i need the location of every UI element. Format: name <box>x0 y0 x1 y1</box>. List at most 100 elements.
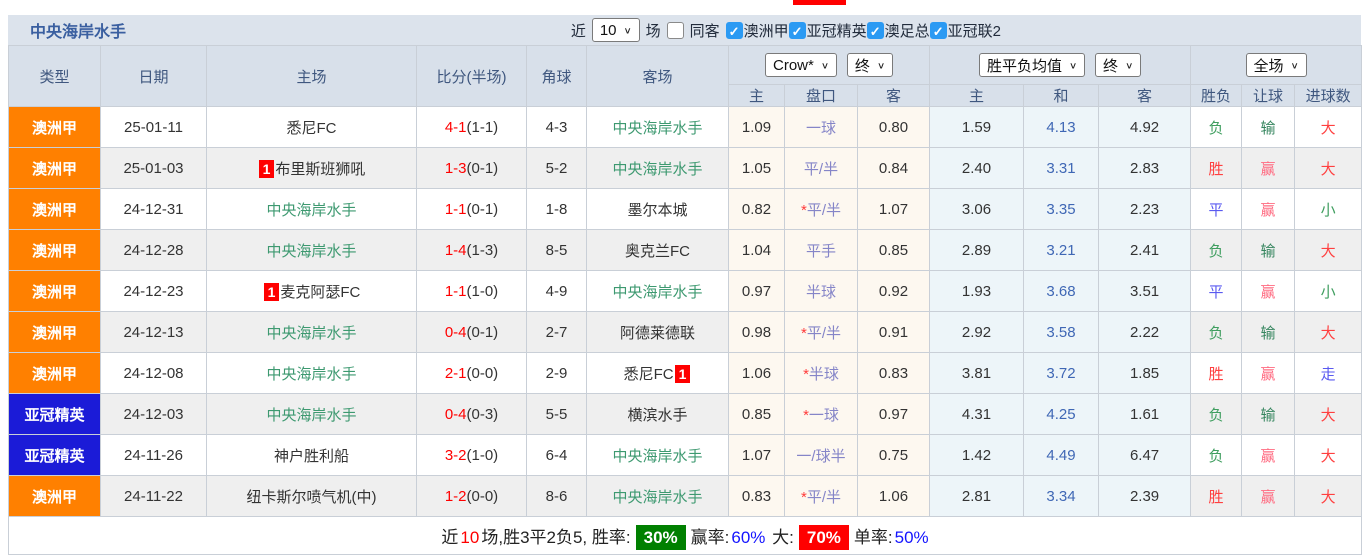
result-goals: 大 <box>1294 434 1363 476</box>
corner-score: 4-3 <box>526 106 587 148</box>
team-name-text: 中央海岸水手 <box>266 324 357 342</box>
fulltime-score: 1-1 <box>444 200 467 218</box>
team-name-text: 阿德莱德联 <box>619 324 695 342</box>
result-goals: 走 <box>1294 352 1363 394</box>
home-team: 纽卡斯尔喷气机(中) <box>206 475 417 517</box>
fulltime-score: 1-1 <box>444 282 467 300</box>
league-type-cell: 亚冠精英 <box>8 434 101 476</box>
subcol-asian-home: 主 <box>728 84 785 107</box>
chevron-down-icon: ∨ <box>876 60 885 71</box>
league-type-cell: 澳洲甲 <box>8 270 101 312</box>
euro-away-odds: 1.61 <box>1098 393 1192 435</box>
euro-home-odds: 2.92 <box>929 311 1025 353</box>
league-checkbox[interactable]: ✓ <box>788 21 806 39</box>
asian-away-odds: 1.07 <box>856 188 931 230</box>
asian-odds-group-header: Crow* ∨ 终 ∨ <box>727 45 931 85</box>
away-team: 悉尼FC 1 <box>586 352 729 394</box>
result-outcome: 负 <box>1190 311 1243 353</box>
asian-period-select[interactable]: 终 ∨ <box>846 53 893 77</box>
home-team: 中央海岸水手 <box>206 311 417 353</box>
euro-home-odds: 1.59 <box>929 106 1025 148</box>
filter-bar: 近 10 ∨ 场 同客 ✓ 澳洲甲 ✓ 亚冠精英 ✓ 澳足总 ✓ 亚冠联2 <box>571 18 1001 42</box>
team-name-text: 悉尼FC <box>286 119 337 137</box>
match-date: 25-01-11 <box>100 106 207 148</box>
team-name-text: 麦克阿瑟FC <box>280 283 361 301</box>
europe-odds-group-header: 胜平负均值 ∨ 终 ∨ <box>929 45 1192 85</box>
result-outcome: 负 <box>1190 106 1243 148</box>
summary-segment: 场,胜3平2负5, 胜率: <box>481 528 631 547</box>
subcol-asian-away: 客 <box>856 84 931 107</box>
match-date: 24-12-03 <box>100 393 207 435</box>
col-header-type: 类型 <box>8 45 101 107</box>
match-date: 24-12-23 <box>100 270 207 312</box>
league-checkbox[interactable]: ✓ <box>929 21 947 39</box>
league-checkbox-label: 亚冠联2 <box>947 22 1001 40</box>
corner-score: 8-6 <box>526 475 587 517</box>
match-row: 澳洲甲 24-11-22 纽卡斯尔喷气机(中) 1-2(0-0) 8-6 中央海岸水手 0.… <box>8 475 1363 517</box>
asian-home-odds: 1.09 <box>728 106 785 148</box>
score-cell: 1-1(1-0) <box>416 270 527 312</box>
handicap-line-text: 平/半 <box>803 160 839 178</box>
euro-draw-odds: 4.25 <box>1023 393 1100 435</box>
team-name-text: 中央海岸水手 <box>612 283 703 301</box>
league-checkbox[interactable]: ✓ <box>866 21 884 39</box>
asian-away-odds: 1.06 <box>856 475 931 517</box>
corner-score: 1-8 <box>526 188 587 230</box>
europe-period-select[interactable]: 终 ∨ <box>1095 53 1142 77</box>
league-type-cell: 澳洲甲 <box>8 475 101 517</box>
score-cell: 1-2(0-0) <box>416 475 527 517</box>
league-filter-item: ✓ 澳洲甲 <box>725 20 789 41</box>
corner-score: 2-9 <box>526 352 587 394</box>
handicap-line-text: 半球 <box>805 283 836 301</box>
handicap-line-text: 平手 <box>805 242 836 260</box>
away-team: 中央海岸水手 <box>586 106 729 148</box>
euro-home-odds: 4.31 <box>929 393 1025 435</box>
result-handicap: 输 <box>1241 229 1296 271</box>
league-checkbox[interactable]: ✓ <box>725 21 743 39</box>
team-header-bar: 中央海岸水手 近 10 ∨ 场 同客 ✓ 澳洲甲 ✓ 亚冠精英 ✓ 澳足总 ✓ 亚冠联2 <box>8 15 1361 45</box>
score-cell: 0-4(0-3) <box>416 393 527 435</box>
match-date: 25-01-03 <box>100 147 207 189</box>
recent-label: 近 <box>570 22 586 40</box>
away-team: 中央海岸水手 <box>586 270 729 312</box>
scope-select[interactable]: 全场 ∨ <box>1245 53 1307 77</box>
result-goals: 大 <box>1294 229 1363 271</box>
europe-source-select[interactable]: 胜平负均值 ∨ <box>978 53 1086 77</box>
euro-home-odds: 3.81 <box>929 352 1025 394</box>
result-goals: 小 <box>1294 188 1363 230</box>
team-name-text: 悉尼FC <box>623 365 674 383</box>
result-handicap: 赢 <box>1241 352 1296 394</box>
euro-draw-odds: 3.35 <box>1023 188 1100 230</box>
asian-handicap: *平/半 <box>784 475 858 517</box>
halftime-score: (0-1) <box>466 159 499 177</box>
score-cell: 3-2(1-0) <box>416 434 527 476</box>
league-filter-item: ✓ 澳足总 <box>866 20 930 41</box>
red-card-badge: 1 <box>263 282 280 301</box>
match-date: 24-11-22 <box>100 475 207 517</box>
team-name-text: 布里斯班狮吼 <box>275 160 366 178</box>
handicap-line-text: 平/半 <box>806 324 841 342</box>
asian-home-odds: 1.04 <box>728 229 785 271</box>
result-outcome: 平 <box>1190 188 1243 230</box>
away-team: 中央海岸水手 <box>586 475 729 517</box>
col-header-home: 主场 <box>206 45 417 107</box>
asian-handicap: *一球 <box>784 393 858 435</box>
subcol-euro-home: 主 <box>929 84 1025 107</box>
summary-segment: 近 <box>441 528 459 547</box>
early-odds-star: * <box>800 201 807 219</box>
score-cell: 1-1(0-1) <box>416 188 527 230</box>
asian-away-odds: 0.91 <box>856 311 931 353</box>
summary-footer: 近 10 场,胜3平2负5, 胜率: 30% 赢率: 60% 大: 70% 单率: 50% <box>7 516 1363 555</box>
bookmaker-select[interactable]: Crow* ∨ <box>765 53 837 77</box>
home-team: 悉尼FC <box>206 106 417 148</box>
asian-handicap: 平/半 <box>784 147 858 189</box>
same-away-checkbox[interactable] <box>666 21 684 39</box>
recent-count-select[interactable]: 10 ∨ <box>591 18 640 42</box>
fulltime-score: 4-1 <box>444 118 467 136</box>
match-date: 24-11-26 <box>100 434 207 476</box>
score-cell: 4-1(1-1) <box>416 106 527 148</box>
team-name-text: 横滨水手 <box>627 406 688 424</box>
fulltime-score: 3-2 <box>444 446 467 464</box>
handicap-line-text: 一/球半 <box>796 447 846 465</box>
subcol-let-goal: 让球 <box>1241 84 1296 107</box>
